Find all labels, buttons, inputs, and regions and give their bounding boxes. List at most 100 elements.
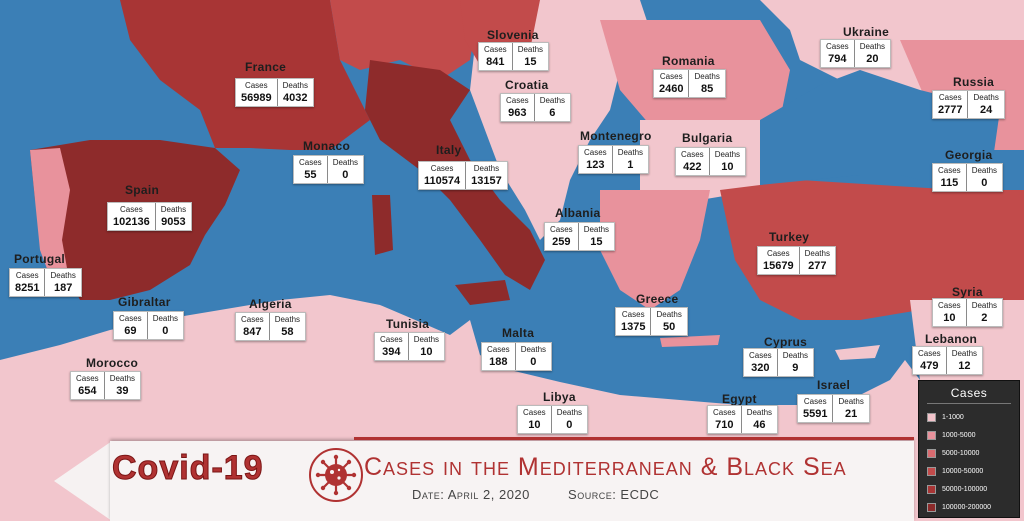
country-label-greece: Greece	[636, 292, 679, 306]
sardinia-land	[372, 195, 393, 255]
banner-body	[110, 441, 914, 521]
stats-tunisia: Cases 394 Deaths 10	[374, 332, 446, 361]
turkey-land	[720, 180, 1024, 320]
country-label-georgia: Georgia	[945, 148, 993, 162]
country-label-albania: Albania	[555, 206, 601, 220]
crete-land	[660, 335, 720, 347]
stats-slovenia: Cases 841 Deaths 15	[478, 42, 550, 71]
country-label-croatia: Croatia	[505, 78, 549, 92]
stats-israel: Cases 5591 Deaths 21	[797, 394, 870, 423]
legend-label: 5000-10000	[942, 449, 980, 457]
legend-item: 100000-200000	[919, 498, 1019, 516]
stats-egypt: Cases 710 Deaths 46	[707, 405, 779, 434]
stats-albania: Cases 259 Deaths 15	[544, 222, 616, 251]
country-label-malta: Malta	[502, 326, 535, 340]
country-label-cyprus: Cyprus	[764, 335, 808, 349]
country-label-bulgaria: Bulgaria	[682, 131, 733, 145]
country-label-france: France	[245, 60, 287, 74]
legend: Cases 1-1000 1000-5000 5000-10000 10000-500…	[918, 380, 1020, 518]
stats-gibraltar: Cases 69 Deaths 0	[113, 311, 185, 340]
legend-swatch	[927, 466, 936, 476]
country-label-slovenia: Slovenia	[487, 28, 539, 42]
country-label-portugal: Portugal	[14, 252, 66, 266]
stats-montenegro: Cases 123 Deaths 1	[578, 145, 650, 174]
legend-title: Cases	[927, 381, 1011, 404]
country-label-ukraine: Ukraine	[843, 25, 890, 39]
banner-meta: Date: April 2, 2020 Source: ECDC	[412, 487, 659, 502]
stats-italy: Cases 110574 Deaths 13157	[418, 161, 508, 190]
portugal-land	[30, 148, 70, 290]
stats-spain: Cases 102136 Deaths 9053	[107, 202, 193, 231]
country-label-monaco: Monaco	[303, 139, 351, 153]
stats-portugal: Cases 8251 Deaths 187	[9, 268, 82, 297]
date-text: Date: April 2, 2020	[412, 487, 530, 502]
deaths-header: Deaths	[282, 81, 308, 90]
country-label-libya: Libya	[543, 390, 576, 404]
country-label-spain: Spain	[125, 183, 160, 197]
country-label-israel: Israel	[817, 378, 851, 392]
country-label-montenegro: Montenegro	[580, 129, 652, 143]
stats-greece: Cases 1375 Deaths 50	[615, 307, 688, 336]
legend-items: 1-1000 1000-5000 5000-10000 10000-50000 5000…	[919, 408, 1019, 516]
country-label-italy: Italy	[436, 143, 462, 157]
greece-land	[600, 190, 710, 310]
banner-stripe	[354, 437, 914, 440]
stats-georgia: Cases 115 Deaths 0	[932, 163, 1004, 192]
stats-lebanon: Cases 479 Deaths 12	[912, 346, 984, 375]
legend-item: 1-1000	[919, 408, 1019, 426]
cases-value: 56989	[241, 92, 272, 104]
legend-swatch	[927, 430, 936, 440]
banner-arrow	[54, 441, 112, 521]
stats-romania: Cases 2460 Deaths 85	[653, 69, 726, 98]
country-label-gibraltar: Gibraltar	[118, 295, 171, 309]
deaths-value: 4032	[283, 92, 308, 104]
legend-item: 5000-10000	[919, 444, 1019, 462]
stats-turkey: Cases 15679 Deaths 277	[757, 246, 836, 275]
legend-label: 100000-200000	[942, 503, 992, 511]
france-land	[120, 0, 370, 150]
country-label-lebanon: Lebanon	[925, 332, 978, 346]
stats-monaco: Cases 55 Deaths 0	[293, 155, 365, 184]
country-label-morocco: Morocco	[86, 356, 139, 370]
cases-header: Cases	[244, 81, 268, 90]
central-europe-land	[330, 0, 480, 80]
country-label-egypt: Egypt	[722, 392, 757, 406]
title-banner: Covid-19 Cases in the Mediterranean & Bl…	[54, 437, 914, 521]
legend-swatch	[927, 502, 936, 512]
stats-bulgaria: Cases 422 Deaths 10	[675, 147, 747, 176]
stats-algeria: Cases 847 Deaths 58	[235, 312, 307, 341]
country-label-algeria: Algeria	[249, 297, 292, 311]
stats-malta: Cases 188 Deaths 0	[481, 342, 553, 371]
virus-icon	[309, 448, 363, 502]
sicily-land	[455, 280, 510, 305]
legend-label: 10000-50000	[942, 467, 984, 475]
cyprus-land	[835, 345, 880, 360]
source-text: Source: ECDC	[568, 487, 660, 502]
legend-item: 1000-5000	[919, 426, 1019, 444]
stats-france: Cases 56989 Deaths 4032	[235, 78, 314, 107]
legend-swatch	[927, 448, 936, 458]
brand-title: Covid-19	[112, 449, 264, 488]
stats-syria: Cases 10 Deaths 2	[932, 298, 1004, 327]
legend-label: 1000-5000	[942, 431, 976, 439]
legend-swatch	[927, 484, 936, 494]
legend-item: 50000-100000	[919, 480, 1019, 498]
country-label-syria: Syria	[952, 285, 983, 299]
country-label-tunisia: Tunisia	[386, 317, 430, 331]
legend-item: 10000-50000	[919, 462, 1019, 480]
country-label-turkey: Turkey	[769, 230, 810, 244]
stats-croatia: Cases 963 Deaths 6	[500, 93, 572, 122]
stats-ukraine: Cases 794 Deaths 20	[820, 39, 892, 68]
main-title: Cases in the Mediterranean & Black Sea	[364, 453, 847, 481]
legend-label: 50000-100000	[942, 485, 988, 493]
country-label-romania: Romania	[662, 54, 715, 68]
country-label-russia: Russia	[953, 75, 995, 89]
stats-russia: Cases 2777 Deaths 24	[932, 90, 1005, 119]
legend-label: 1-1000	[942, 413, 964, 421]
stats-libya: Cases 10 Deaths 0	[517, 405, 589, 434]
stats-cyprus: Cases 320 Deaths 9	[743, 348, 815, 377]
stats-morocco: Cases 654 Deaths 39	[70, 371, 142, 400]
legend-swatch	[927, 412, 936, 422]
